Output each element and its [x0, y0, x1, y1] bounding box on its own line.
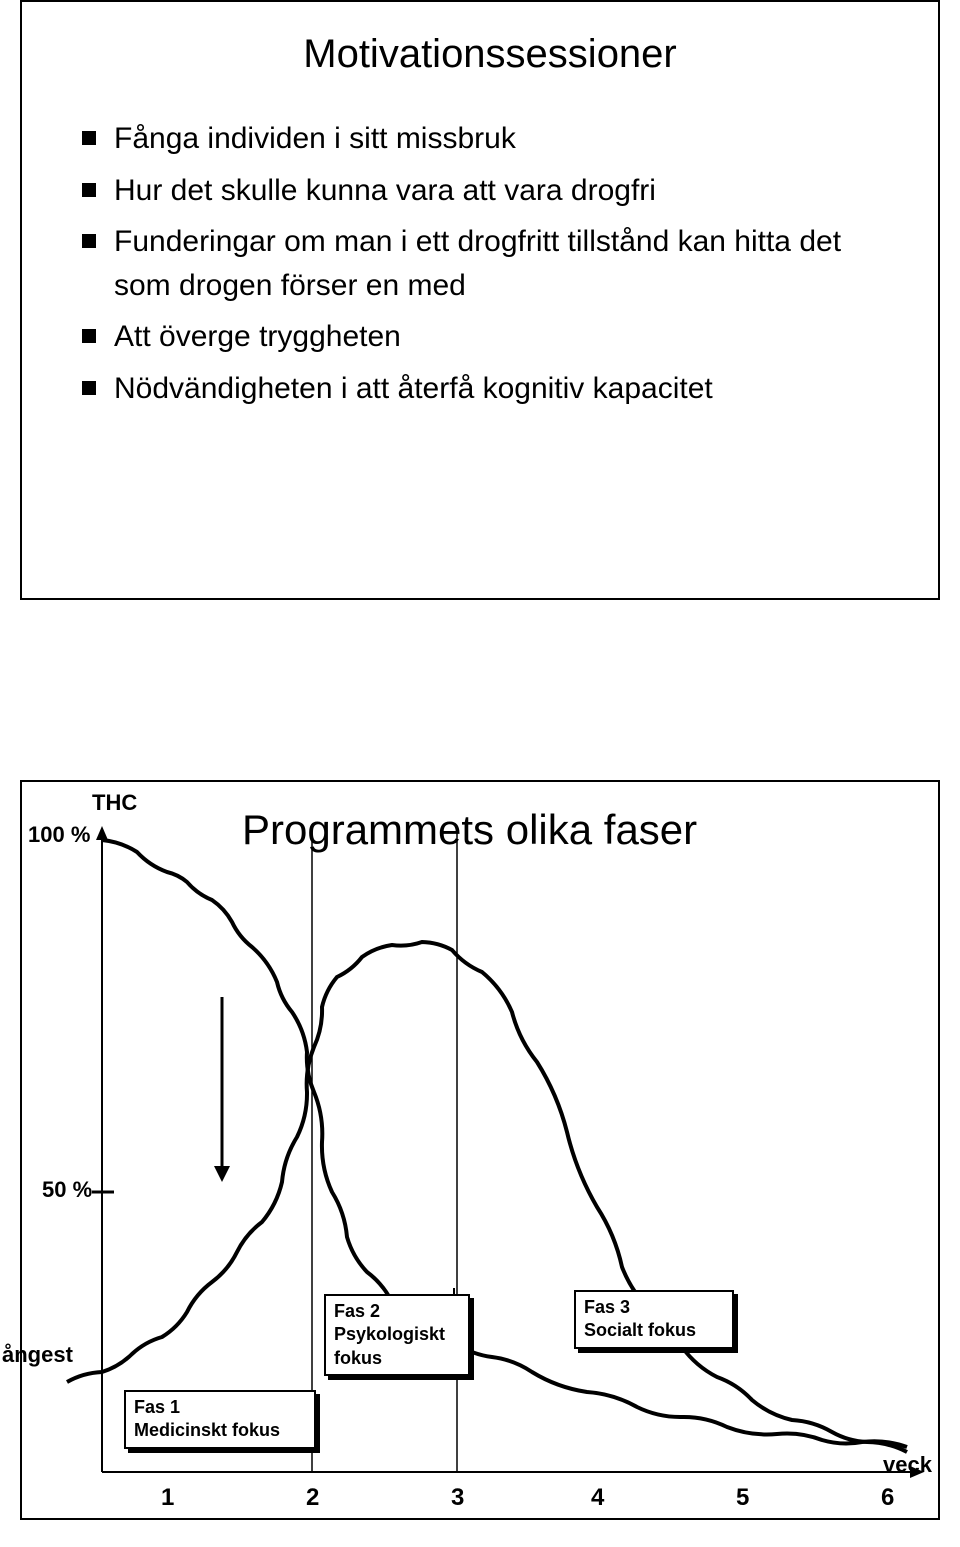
phase-box-line: Fas 3	[584, 1297, 630, 1317]
phase-box-line: Socialt fokus	[584, 1320, 696, 1340]
phase-box-fas3: Fas 3 Socialt fokus	[574, 1290, 734, 1349]
x-tick: 6	[881, 1484, 894, 1512]
list-item: Hur det skulle kunna vara att vara drogf…	[82, 169, 898, 213]
phase-box-fas2: Fas 2 Psykologiskt fokus	[324, 1294, 470, 1376]
bullet-list: Fånga individen i sitt missbruk Hur det …	[82, 117, 898, 410]
phase-box-fas1: Fas 1 Medicinskt fokus	[124, 1390, 316, 1449]
phase-box-line: fokus	[334, 1348, 382, 1368]
list-item: Funderingar om man i ett drogfritt tills…	[82, 220, 898, 307]
list-item: Nödvändigheten i att återfå kognitiv kap…	[82, 367, 898, 411]
chart-panel: Programmets olika faser THC 100 % 50 % å…	[20, 780, 940, 1520]
phase-box-line: Psykologiskt	[334, 1324, 445, 1344]
x-tick: 3	[451, 1484, 464, 1512]
list-item: Fånga individen i sitt missbruk	[82, 117, 898, 161]
x-tick: 1	[161, 1484, 174, 1512]
list-item: Att överge tryggheten	[82, 315, 898, 359]
page: Motivationssessioner Fånga individen i s…	[0, 0, 960, 1547]
motivation-panel: Motivationssessioner Fånga individen i s…	[20, 0, 940, 600]
phase-box-line: Fas 1	[134, 1397, 180, 1417]
y-axis-tick-100: 100 %	[28, 822, 90, 848]
y-axis-tick-50: 50 %	[42, 1177, 92, 1203]
x-tick: 4	[591, 1484, 604, 1512]
x-tick: 2	[306, 1484, 319, 1512]
phase-box-line: Medicinskt fokus	[134, 1420, 280, 1440]
y-axis-bottom-label: ångest	[2, 1342, 73, 1368]
x-axis-label: veck	[883, 1452, 932, 1478]
chart-title: Programmets olika faser	[242, 806, 697, 854]
x-tick: 5	[736, 1484, 749, 1512]
panel-title: Motivationssessioner	[82, 32, 898, 77]
phase-box-line: Fas 2	[334, 1301, 380, 1321]
angest-curve	[67, 942, 907, 1452]
y-axis-top-label: THC	[92, 790, 137, 816]
